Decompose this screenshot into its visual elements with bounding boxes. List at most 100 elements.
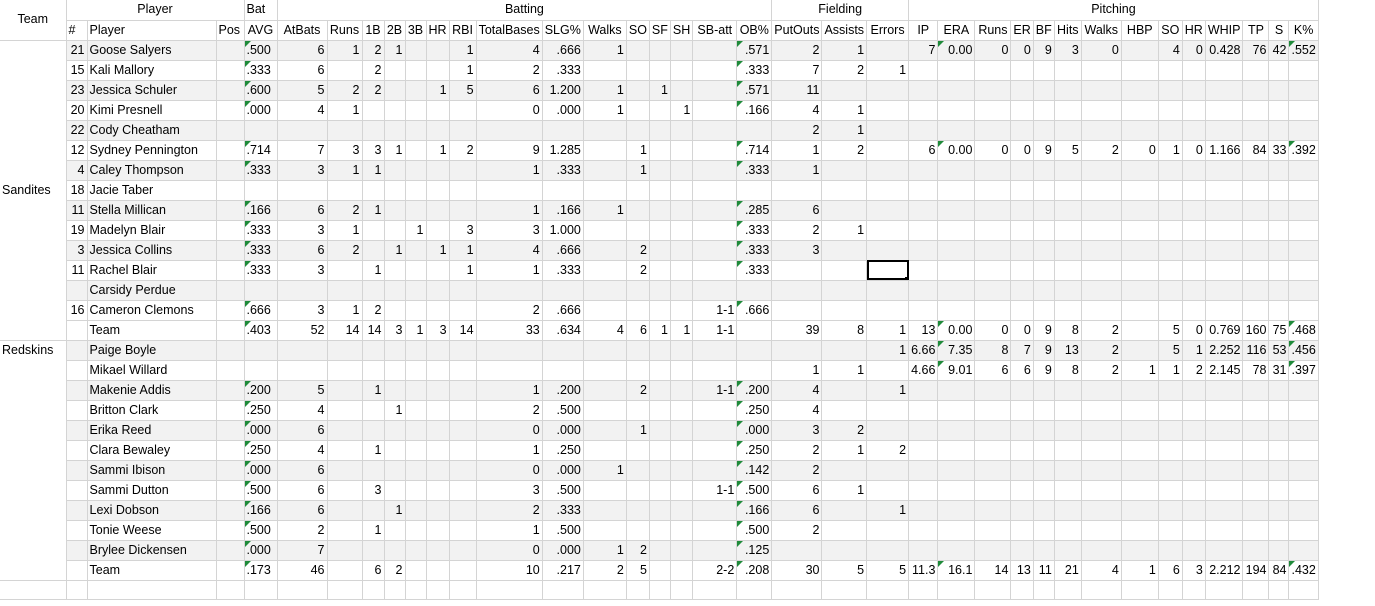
cell-er[interactable] xyxy=(1010,60,1034,81)
cell-bf[interactable] xyxy=(1033,420,1055,441)
cell-ab[interactable] xyxy=(276,120,328,141)
cell-ip[interactable] xyxy=(908,80,939,101)
cell-pos[interactable] xyxy=(216,540,245,561)
cell-rbi[interactable] xyxy=(449,280,477,301)
cell-s[interactable] xyxy=(1268,460,1290,481)
cell-tb[interactable]: 1 xyxy=(476,380,543,401)
cell-sh[interactable] xyxy=(670,440,694,461)
cell-pruns[interactable]: 14 xyxy=(974,559,1012,581)
cell-pso[interactable] xyxy=(1158,380,1183,401)
empty-cell[interactable] xyxy=(476,580,543,600)
cell-s[interactable] xyxy=(1268,220,1290,241)
cell-so[interactable]: 2 xyxy=(626,380,650,401)
cell-num[interactable] xyxy=(66,340,88,361)
cell-walks[interactable] xyxy=(583,520,627,541)
cell-ip[interactable] xyxy=(908,460,939,481)
cell-whip[interactable]: 0.428 xyxy=(1205,40,1244,61)
cell-kp[interactable] xyxy=(1288,120,1319,141)
cell-hbp[interactable] xyxy=(1121,300,1159,321)
cell-sf[interactable] xyxy=(649,440,671,461)
cell-tb[interactable] xyxy=(476,360,543,381)
cell-ab[interactable]: 4 xyxy=(276,440,328,461)
cell-b3[interactable] xyxy=(405,520,427,541)
cell-bf[interactable]: 9 xyxy=(1033,340,1055,361)
cell-kp[interactable] xyxy=(1288,420,1319,441)
cell-sf[interactable] xyxy=(649,200,671,221)
cell-s[interactable] xyxy=(1268,480,1290,501)
cell-player[interactable]: Makenie Addis xyxy=(87,380,217,401)
cell-pso[interactable] xyxy=(1158,440,1183,461)
cell-rbi[interactable]: 1 xyxy=(449,40,477,61)
cell-b1[interactable]: 2 xyxy=(362,60,385,81)
cell-num[interactable] xyxy=(66,440,88,461)
player-row[interactable]: Sammi Dutton .500 6 3 3.500 1-1.500 6 1 xyxy=(0,480,1319,501)
cell-obp[interactable]: .000 xyxy=(736,420,773,441)
cell-pwalks[interactable] xyxy=(1081,100,1122,121)
cell-sh[interactable] xyxy=(670,260,694,281)
cell-phr[interactable] xyxy=(1182,420,1206,441)
cell-kp[interactable] xyxy=(1288,60,1319,81)
cell-obp[interactable]: .125 xyxy=(736,540,773,561)
cell-ip[interactable] xyxy=(908,540,939,561)
cell-sh[interactable] xyxy=(670,340,694,361)
cell-phr[interactable] xyxy=(1182,240,1206,261)
cell-b2[interactable] xyxy=(384,380,406,401)
cell-b2[interactable]: 1 xyxy=(384,140,406,161)
cell-sf[interactable] xyxy=(649,120,671,141)
cell-hits[interactable]: 13 xyxy=(1054,340,1082,361)
cell-ip[interactable] xyxy=(908,60,939,81)
cell-obp[interactable]: .714 xyxy=(736,140,773,161)
cell-ab[interactable]: 46 xyxy=(276,559,328,581)
cell-walks[interactable] xyxy=(583,60,627,81)
cell-num[interactable] xyxy=(66,460,88,481)
cell-b1[interactable] xyxy=(362,400,385,421)
empty-cell[interactable] xyxy=(1268,580,1290,600)
cell-bf[interactable]: 9 xyxy=(1033,319,1055,341)
cell-b2[interactable] xyxy=(384,120,406,141)
cell-runs[interactable]: 1 xyxy=(327,160,363,181)
cell-slg[interactable]: .634 xyxy=(542,319,584,341)
cell-player[interactable]: Caley Thompson xyxy=(87,160,217,181)
cell-sf[interactable] xyxy=(649,160,671,181)
cell-rbi[interactable]: 2 xyxy=(449,140,477,161)
cell-b1[interactable] xyxy=(362,280,385,301)
cell-bf[interactable] xyxy=(1033,240,1055,261)
cell-a[interactable] xyxy=(821,80,868,101)
empty-cell[interactable] xyxy=(974,580,1012,600)
cell-phr[interactable] xyxy=(1182,500,1206,521)
cell-hr[interactable]: 1 xyxy=(426,80,450,101)
cell-e[interactable]: 2 xyxy=(866,440,910,461)
cell-sf[interactable] xyxy=(649,460,671,481)
cell-whip[interactable] xyxy=(1205,300,1244,321)
cell-b3[interactable] xyxy=(405,40,427,61)
cell-runs[interactable] xyxy=(327,400,363,421)
cell-b1[interactable]: 1 xyxy=(362,260,385,281)
cell-bf[interactable]: 9 xyxy=(1033,140,1055,161)
cell-s[interactable]: 42 xyxy=(1268,40,1290,61)
cell-tp[interactable] xyxy=(1242,260,1270,281)
cell-bf[interactable] xyxy=(1033,100,1055,121)
cell-hbp[interactable] xyxy=(1121,200,1159,221)
cell-e[interactable] xyxy=(866,420,910,441)
cell-player[interactable]: Rachel Blair xyxy=(87,260,217,281)
cell-a[interactable] xyxy=(821,460,868,481)
cell-pwalks[interactable] xyxy=(1081,160,1122,181)
empty-cell[interactable] xyxy=(670,580,694,600)
cell-era[interactable]: 0.00 xyxy=(937,140,976,161)
cell-pruns[interactable] xyxy=(974,160,1012,181)
cell-hbp[interactable] xyxy=(1121,160,1159,181)
cell-so[interactable]: 2 xyxy=(626,240,650,261)
cell-er[interactable]: 0 xyxy=(1010,319,1034,341)
cell-po[interactable]: 11 xyxy=(771,80,823,101)
cell-er[interactable] xyxy=(1010,540,1034,561)
cell-era[interactable] xyxy=(937,240,976,261)
cell-a[interactable] xyxy=(821,300,868,321)
cell-e[interactable] xyxy=(866,360,910,381)
cell-tb[interactable]: 2 xyxy=(476,400,543,421)
cell-rbi[interactable] xyxy=(449,200,477,221)
cell-runs[interactable] xyxy=(327,340,363,361)
cell-whip[interactable] xyxy=(1205,520,1244,541)
cell-tp[interactable]: 194 xyxy=(1242,559,1270,581)
cell-num[interactable]: 23 xyxy=(66,80,88,101)
cell-tb[interactable]: 4 xyxy=(476,40,543,61)
